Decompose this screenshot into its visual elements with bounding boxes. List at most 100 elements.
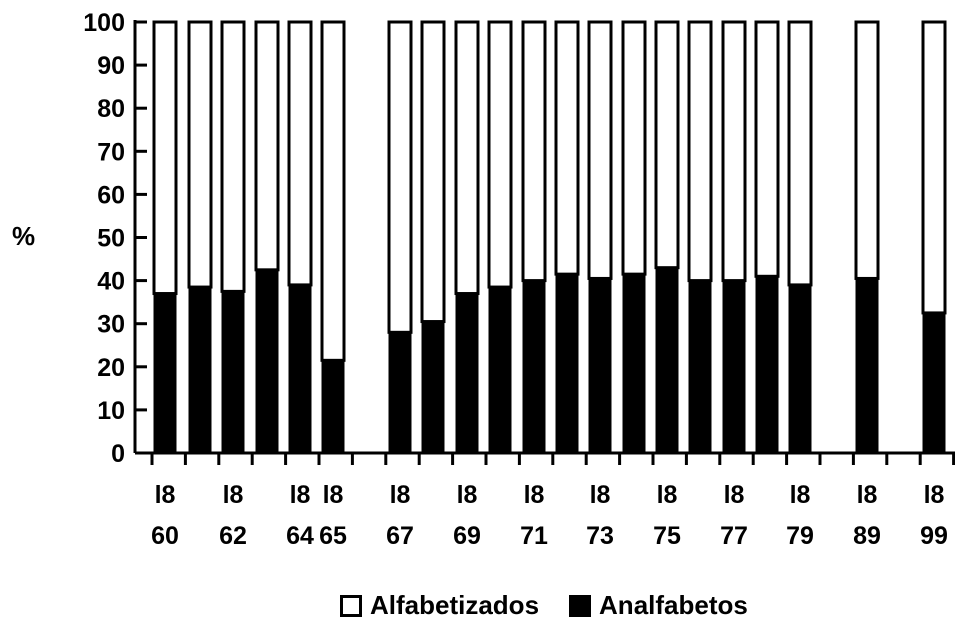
bar-segment-analfabetos [388,331,412,454]
bar-segment-analfabetos [188,286,212,454]
bar-1864 [287,20,313,454]
x-tick-label-bottom: 89 [853,522,881,550]
bar-segment-alfabetizados [921,20,947,315]
bar-segment-analfabetos [522,280,546,454]
y-tick-label: 90 [97,52,125,80]
y-tick-label: 20 [97,354,125,382]
x-tick-label-top: l8 [457,481,478,509]
x-tick-label-bottom: 62 [219,522,247,550]
bar-segment-alfabetizados [387,20,413,334]
x-tick-label-top: l8 [590,481,611,509]
y-axis-label: % [12,221,35,251]
y-tick-label: 80 [97,95,125,123]
bar-segment-alfabetizados [454,20,480,296]
x-tick-label-bottom: 64 [286,522,314,550]
bar-segment-analfabetos [755,275,779,454]
x-tick-label-top: l8 [390,481,411,509]
x-tick-label-top: l8 [155,481,176,509]
x-tick-label-top: l8 [290,481,311,509]
bar-segment-alfabetizados [320,20,346,362]
bar-segment-alfabetizados [754,20,780,278]
x-tick-label-bottom: 65 [319,522,347,550]
bar-chart: % 0 10 20 30 40 50 60 70 80 90 100 l8 60 l8 62 l8 64 l8 6… [12,9,955,550]
bar-segment-analfabetos [855,277,879,454]
x-tick-label-bottom: 75 [653,522,681,550]
bar-segment-alfabetizados [487,20,513,289]
bar-1899 [921,20,947,454]
bar-segment-alfabetizados [721,20,747,283]
x-tick-label-top: l8 [223,481,244,509]
bar-segment-analfabetos [221,290,245,454]
bar-1878 [754,20,780,454]
y-tick-label: 0 [111,440,125,468]
bar-segment-alfabetizados [220,20,246,293]
legend-label-alfabetizados: Alfabetizados [370,590,540,620]
bar-segment-alfabetizados [654,20,680,270]
x-tick-label-bottom: 67 [386,522,414,550]
y-tick-label: 50 [97,225,125,253]
legend-label-analfabetos: Analfabetos [599,590,748,620]
legend-swatch-analfabetos [569,594,592,617]
x-tick-label-bottom: 71 [520,522,548,550]
y-tick-label: 30 [97,311,125,339]
bar-1876 [687,20,713,454]
bar-1874 [621,20,647,454]
bar-segment-alfabetizados [187,20,213,289]
bar-segment-alfabetizados [587,20,613,280]
bar-1875 [654,20,680,454]
bar-segment-analfabetos [321,359,345,454]
x-tick-label-top: l8 [524,481,545,509]
bar-segment-alfabetizados [152,20,178,296]
x-tick-label-top: l8 [924,481,945,509]
legend-swatch-alfabetizados [340,594,362,617]
y-tick-label: 10 [97,397,125,425]
bar-1889 [854,20,880,454]
bar-segment-analfabetos [255,269,279,454]
x-tick-label-bottom: 99 [920,522,948,550]
bar-1862 [220,20,246,454]
x-tick-label-bottom: 69 [453,522,481,550]
x-tick-label-bottom: 73 [586,522,614,550]
y-tick-label: 40 [97,268,125,296]
bar-segment-analfabetos [488,286,512,454]
bar-segment-alfabetizados [687,20,713,283]
bar-segment-alfabetizados [554,20,580,276]
bar-segment-analfabetos [788,284,812,454]
bar-segment-alfabetizados [254,20,280,272]
bar-1861 [187,20,213,454]
bar-segment-alfabetizados [521,20,547,283]
legend: Alfabetizados Analfabetos [340,590,778,621]
bar-segment-analfabetos [288,284,312,454]
y-tick-label: 60 [97,181,125,209]
x-tick-label-top: l8 [857,481,878,509]
x-tick-label-top: l8 [724,481,745,509]
x-tick-label-bottom: 60 [151,522,179,550]
bar-1877 [721,20,747,454]
bar-segment-analfabetos [722,280,746,454]
bar-1873 [587,20,613,454]
x-tick-label-top: l8 [657,481,678,509]
bar-segment-alfabetizados [854,20,880,280]
bar-segment-analfabetos [688,280,712,454]
bar-segment-analfabetos [655,267,679,454]
x-axis: l8 60 l8 62 l8 64 l8 65 l8 67 l8 69 l8 71 l8 73 l8 75 l8 77… [135,451,955,550]
bar-1865 [320,20,346,454]
bar-1872 [554,20,580,454]
bar-segment-alfabetizados [787,20,813,287]
bar-segment-analfabetos [421,321,445,454]
bar-segment-analfabetos [455,293,479,454]
bar-segment-analfabetos [922,312,946,454]
bar-1869 [454,20,480,454]
bar-segment-analfabetos [555,273,579,454]
bar-segment-analfabetos [622,273,646,454]
x-tick-label-top: l8 [323,481,344,509]
bar-segment-alfabetizados [420,20,446,324]
bar-segment-alfabetizados [287,20,313,287]
x-tick-label-top: l8 [790,481,811,509]
bar-1879 [787,20,813,454]
bars-group [152,20,947,454]
bar-1867 [387,20,413,454]
bar-segment-analfabetos [588,277,612,454]
y-tick-label: 100 [83,9,125,37]
bar-1870 [487,20,513,454]
